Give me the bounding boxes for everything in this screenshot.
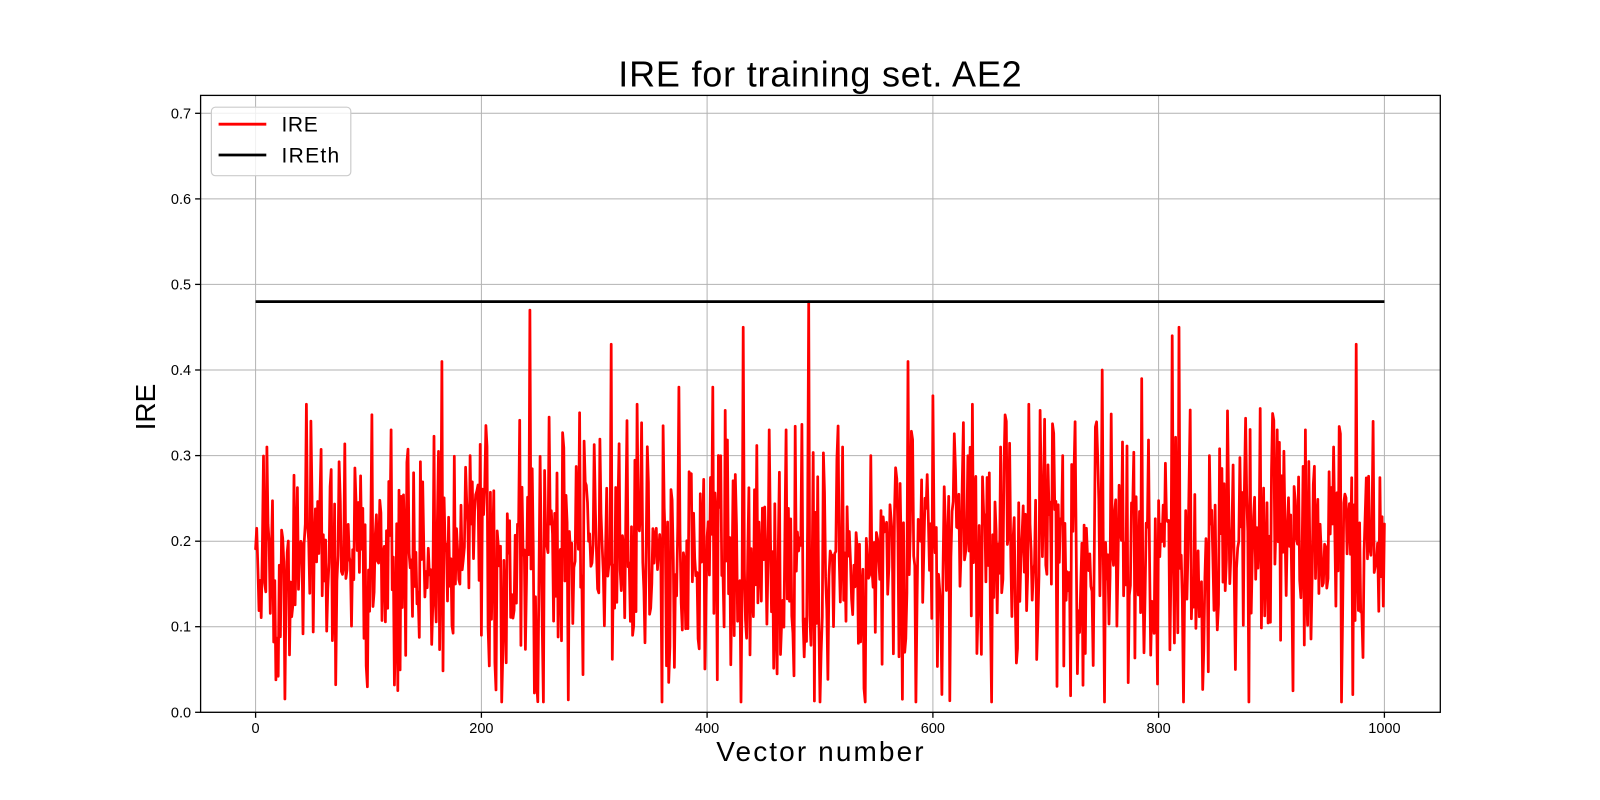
svg-text:0.0: 0.0 (171, 705, 191, 721)
svg-text:0.5: 0.5 (171, 277, 191, 293)
svg-text:IREth: IREth (282, 145, 341, 168)
svg-text:0.4: 0.4 (171, 363, 191, 379)
svg-text:400: 400 (695, 721, 719, 737)
svg-text:IRE: IRE (282, 113, 319, 136)
svg-text:0.1: 0.1 (171, 620, 191, 636)
svg-text:0.2: 0.2 (171, 534, 191, 550)
svg-text:IRE for training set. AE2: IRE for training set. AE2 (618, 54, 1022, 95)
svg-text:200: 200 (469, 721, 493, 737)
svg-text:1000: 1000 (1368, 721, 1400, 737)
svg-text:IRE: IRE (130, 384, 161, 431)
svg-text:0.6: 0.6 (171, 192, 191, 208)
svg-text:600: 600 (921, 721, 945, 737)
svg-text:800: 800 (1146, 721, 1170, 737)
svg-text:0.3: 0.3 (171, 449, 191, 465)
svg-text:0: 0 (252, 721, 260, 737)
svg-text:Vector number: Vector number (716, 736, 925, 767)
svg-text:0.7: 0.7 (171, 106, 191, 122)
